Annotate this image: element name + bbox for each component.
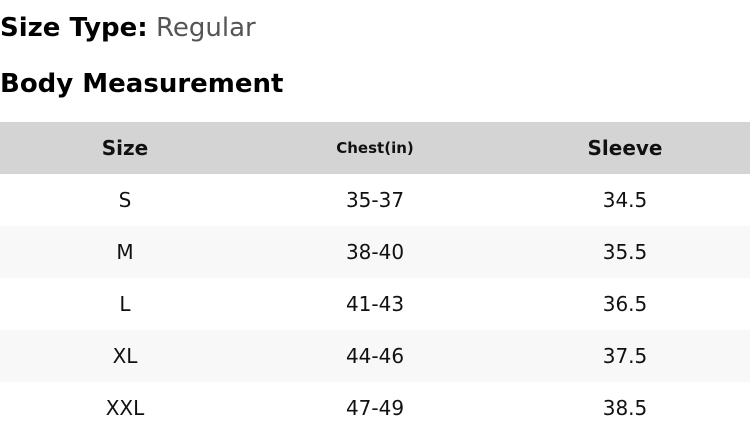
cell-chest: 35-37 (345, 188, 405, 212)
size-type-value: Regular (155, 13, 256, 43)
header-sleeve: Sleeve (587, 136, 663, 160)
cell-size: S (118, 188, 132, 212)
cell-size: L (119, 292, 131, 316)
header-chest: Chest(in) (336, 139, 414, 157)
cell-chest: 38-40 (345, 240, 405, 264)
cell-sleeve: 35.5 (602, 240, 648, 264)
size-type: Size Type: Regular (0, 10, 256, 46)
section-title: Body Measurement (0, 69, 284, 99)
cell-sleeve: 38.5 (602, 396, 648, 420)
size-type-label: Size Type: (0, 13, 148, 43)
table-header-row: Size Chest(in) Sleeve (0, 122, 750, 174)
table-row: S 35-37 34.5 (0, 174, 750, 226)
table-row: XL 44-46 37.5 (0, 330, 750, 382)
cell-chest: 41-43 (345, 292, 405, 316)
size-chart-table: Size Chest(in) Sleeve S 35-37 34.5 M 38-40 35… (0, 122, 750, 434)
cell-size: XL (112, 344, 138, 368)
table-row: L 41-43 36.5 (0, 278, 750, 330)
cell-sleeve: 37.5 (602, 344, 648, 368)
cell-chest: 44-46 (345, 344, 405, 368)
cell-size: XXL (105, 396, 145, 420)
cell-sleeve: 36.5 (602, 292, 648, 316)
table-row: XXL 47-49 38.5 (0, 382, 750, 434)
cell-sleeve: 34.5 (602, 188, 648, 212)
table-row: M 38-40 35.5 (0, 226, 750, 278)
header-size: Size (101, 136, 149, 160)
cell-chest: 47-49 (345, 396, 405, 420)
cell-size: M (116, 240, 134, 264)
